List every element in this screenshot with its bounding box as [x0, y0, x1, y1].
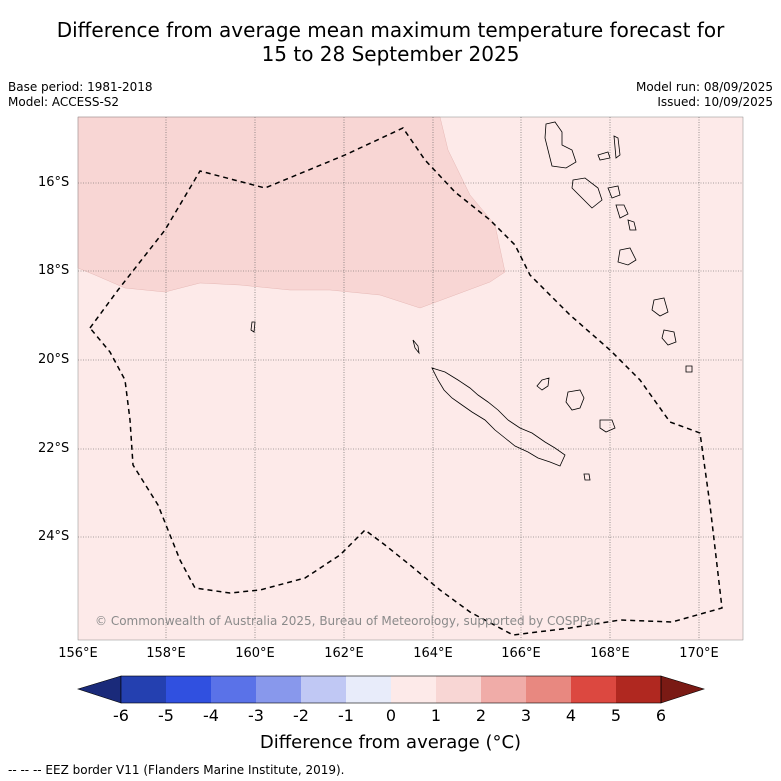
colorbar-bin	[211, 676, 256, 703]
aneityum	[685, 365, 693, 373]
colorbar-tick: 6	[655, 706, 667, 725]
mare	[599, 419, 616, 433]
eez-footnote: -- -- -- EEZ border V11 (Flanders Marine…	[8, 763, 345, 777]
maewo	[597, 151, 611, 161]
colorbar-bin	[391, 676, 436, 703]
colorbar-bin	[166, 676, 211, 703]
lon-label-156e: 156°E	[58, 646, 98, 661]
colorbar-frame	[120, 675, 662, 704]
new-caledonia	[431, 367, 566, 467]
ambrym	[607, 185, 621, 199]
colorbar-tick: -1	[338, 706, 354, 725]
erromango	[651, 297, 669, 317]
lat-label-24s: 24°S	[38, 529, 70, 544]
copyright-notice: © Commonwealth of Australia 2025, Bureau…	[95, 614, 601, 628]
colorbar	[76, 675, 706, 704]
colorbar-tick: -5	[158, 706, 174, 725]
colorbar-bin	[256, 676, 301, 703]
colorbar-title: Difference from average (°C)	[259, 732, 522, 753]
model-run: Model run: 08/09/2025	[635, 80, 773, 94]
colorbar-tick: -6	[113, 706, 129, 725]
lat-label-20s: 20°S	[38, 352, 70, 367]
lon-label-164e: 164°E	[413, 646, 453, 661]
colorbar-bin	[481, 676, 526, 703]
map-frame	[77, 116, 744, 641]
colorbar-bin	[301, 676, 346, 703]
efate	[617, 247, 637, 266]
lon-label-162e: 162°E	[324, 646, 364, 661]
malekula	[571, 177, 603, 209]
colorbar-bin	[571, 676, 616, 703]
map-title: Difference from average mean maximum tem…	[0, 18, 781, 66]
lon-label-168e: 168°E	[590, 646, 630, 661]
espiritu-santo	[544, 121, 577, 169]
meta-left: Base period: 1981-2018 Model: ACCESS-S2	[8, 80, 153, 110]
colorbar-bin	[346, 676, 391, 703]
base-period: Base period: 1981-2018	[8, 80, 153, 94]
belep-islands	[412, 339, 420, 355]
colorbar-tick: 4	[565, 706, 577, 725]
colorbar-extend-high	[660, 675, 706, 704]
colorbar-tick: 5	[610, 706, 622, 725]
lon-label-158e: 158°E	[146, 646, 186, 661]
title-line-1: Difference from average mean maximum tem…	[56, 18, 725, 42]
colorbar-bin	[526, 676, 571, 703]
gridlines	[78, 117, 743, 640]
colorbar-tick: 3	[520, 706, 532, 725]
colorbar-extend-low	[76, 675, 122, 704]
lon-label-160e: 160°E	[235, 646, 275, 661]
colorbar-bin	[436, 676, 481, 703]
lat-label-22s: 22°S	[38, 441, 70, 456]
colorbar-tick: 0	[385, 706, 397, 725]
pentecost	[613, 135, 621, 159]
chesterfield-islands	[250, 321, 256, 333]
colorbar-bin	[121, 676, 166, 703]
tanna	[661, 329, 677, 346]
colorbar-tick: -2	[293, 706, 309, 725]
epi	[615, 204, 629, 219]
shepherd-islands	[627, 219, 637, 231]
colorbar-bin	[616, 676, 661, 703]
issued-date: Issued: 10/09/2025	[657, 95, 773, 109]
anomaly-region-1-to-2	[77, 116, 506, 309]
title-line-2: 15 to 28 September 2025	[261, 42, 520, 66]
lon-label-170e: 170°E	[679, 646, 719, 661]
colorbar-tick: 1	[430, 706, 442, 725]
colorbar-tick: -3	[248, 706, 264, 725]
lon-label-166e: 166°E	[501, 646, 541, 661]
colorbar-tick: -4	[203, 706, 219, 725]
colorbar-tick: 2	[475, 706, 487, 725]
ouvea	[536, 377, 550, 391]
lat-label-18s: 18°S	[38, 263, 70, 278]
model-name: Model: ACCESS-S2	[8, 95, 120, 109]
coastlines	[250, 121, 693, 481]
meta-right: Model run: 08/09/2025 Issued: 10/09/2025	[636, 80, 773, 110]
lifou	[565, 389, 585, 411]
isle-of-pines	[583, 473, 591, 481]
lat-label-16s: 16°S	[38, 175, 70, 190]
